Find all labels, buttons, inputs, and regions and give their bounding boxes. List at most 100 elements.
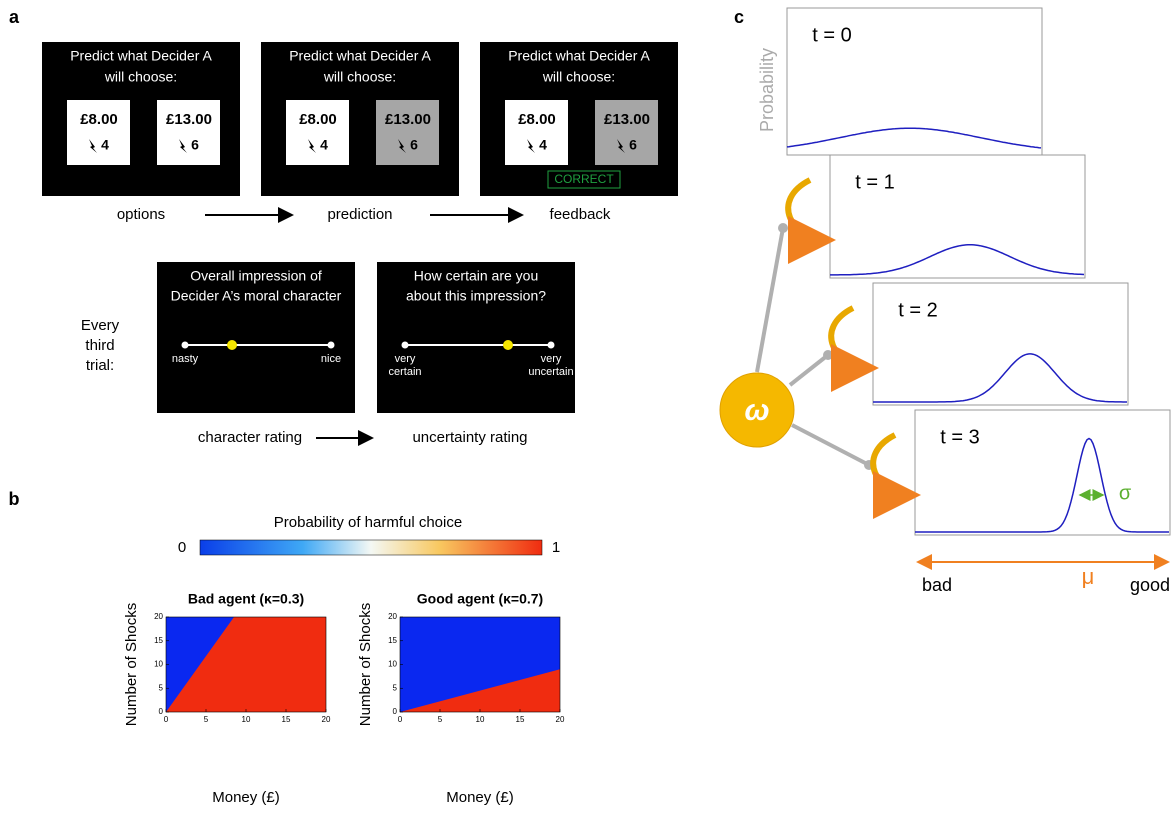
slider-end bbox=[181, 341, 189, 349]
y-tick-label: 10 bbox=[154, 660, 163, 669]
update-arrow bbox=[828, 305, 879, 392]
update-arrow bbox=[870, 432, 921, 519]
label: 1 bbox=[552, 539, 560, 556]
label: nice bbox=[321, 353, 341, 365]
shock-icon bbox=[398, 139, 406, 153]
label: character rating bbox=[198, 429, 302, 446]
step-box bbox=[914, 409, 1171, 536]
distribution bbox=[915, 437, 1169, 533]
y-tick-label: 0 bbox=[159, 707, 164, 716]
y-tick-label: 10 bbox=[388, 660, 397, 669]
y-tick-label: 5 bbox=[393, 683, 398, 692]
label: £13.00 bbox=[166, 111, 212, 128]
distribution bbox=[830, 244, 1085, 276]
shock-icon bbox=[527, 139, 535, 153]
option-card bbox=[376, 100, 439, 165]
label: Probability of harmful choice bbox=[274, 514, 462, 531]
x-tick-label: 5 bbox=[438, 715, 443, 724]
shock-icon bbox=[617, 139, 625, 153]
y-tick-label: 15 bbox=[154, 636, 163, 645]
shock-icon bbox=[89, 139, 97, 153]
screen bbox=[157, 262, 355, 413]
y-tick-label: 5 bbox=[159, 683, 164, 692]
link bbox=[791, 423, 870, 467]
label: 6 bbox=[191, 137, 199, 153]
panel-label: b bbox=[9, 489, 20, 509]
label: will choose: bbox=[542, 69, 615, 85]
x-tick-label: 20 bbox=[556, 715, 565, 724]
harmless-region bbox=[166, 617, 234, 712]
update-arrow bbox=[785, 177, 836, 264]
step-box bbox=[829, 154, 1086, 279]
shock-icon bbox=[308, 139, 316, 153]
label: feedback bbox=[550, 206, 611, 223]
y-axis-label: Number of Shocks bbox=[357, 603, 374, 726]
step-label: t = 0 bbox=[812, 24, 851, 46]
sigma: σ bbox=[1119, 482, 1132, 504]
link-dot bbox=[778, 223, 788, 233]
label: Overall impression of bbox=[190, 268, 322, 284]
slider-end bbox=[547, 341, 555, 349]
label: 6 bbox=[629, 137, 637, 153]
mu: μ bbox=[1082, 564, 1095, 589]
label: Every bbox=[81, 317, 120, 334]
feedback: CORRECT bbox=[554, 172, 614, 186]
y-tick-label: 20 bbox=[388, 612, 397, 621]
y-tick-label: 15 bbox=[388, 636, 397, 645]
label: 4 bbox=[101, 137, 109, 153]
panel-label: a bbox=[9, 7, 20, 27]
label: nasty bbox=[172, 353, 199, 365]
y-tick-label: 0 bbox=[393, 707, 398, 716]
screen bbox=[377, 262, 575, 413]
plot-title: Bad agent (κ=0.3) bbox=[188, 591, 304, 607]
link-dot bbox=[823, 350, 833, 360]
axis-end-label: bad bbox=[922, 575, 952, 595]
label: trial: bbox=[86, 357, 114, 374]
shock-icon bbox=[179, 139, 187, 153]
label: uncertain bbox=[528, 366, 573, 378]
label: options bbox=[117, 206, 165, 223]
y-axis-label: Probability bbox=[757, 48, 777, 132]
harmless-region bbox=[400, 617, 560, 712]
label: prediction bbox=[327, 206, 392, 223]
label: £8.00 bbox=[80, 111, 118, 128]
axis-end-label: good bbox=[1130, 575, 1170, 595]
feedback-box bbox=[547, 170, 621, 189]
label: Predict what Decider A bbox=[289, 48, 431, 64]
node bbox=[719, 372, 795, 448]
link bbox=[788, 353, 830, 387]
slider-handle bbox=[503, 340, 513, 350]
label: will choose: bbox=[104, 69, 177, 85]
label: Predict what Decider A bbox=[70, 48, 212, 64]
distribution bbox=[786, 127, 1042, 149]
x-tick-label: 10 bbox=[242, 715, 251, 724]
x-axis-label: Money (£) bbox=[212, 789, 280, 806]
label: 4 bbox=[539, 137, 547, 153]
colorbar bbox=[199, 539, 543, 556]
label: about this impression? bbox=[406, 288, 546, 304]
x-tick-label: 15 bbox=[516, 715, 525, 724]
x-tick-label: 15 bbox=[282, 715, 291, 724]
label: £8.00 bbox=[299, 111, 337, 128]
x-tick-label: 20 bbox=[322, 715, 331, 724]
step-label: t = 2 bbox=[898, 299, 937, 321]
label: third bbox=[85, 337, 114, 354]
label: uncertainty rating bbox=[412, 429, 527, 446]
panel-label: c bbox=[734, 7, 744, 27]
plot-title: Good agent (κ=0.7) bbox=[417, 591, 543, 607]
slider-end bbox=[401, 341, 409, 349]
distribution bbox=[873, 353, 1127, 403]
node-label: ω bbox=[744, 394, 769, 427]
link bbox=[755, 227, 785, 373]
label: Predict what Decider A bbox=[508, 48, 650, 64]
option-card bbox=[157, 100, 220, 165]
step-label: t = 1 bbox=[855, 171, 894, 193]
label: £8.00 bbox=[518, 111, 556, 128]
x-tick-label: 0 bbox=[164, 715, 169, 724]
label: £13.00 bbox=[604, 111, 650, 128]
option-card bbox=[505, 100, 568, 165]
x-axis-label: Money (£) bbox=[446, 789, 514, 806]
option-card bbox=[286, 100, 349, 165]
option-card bbox=[595, 100, 658, 165]
